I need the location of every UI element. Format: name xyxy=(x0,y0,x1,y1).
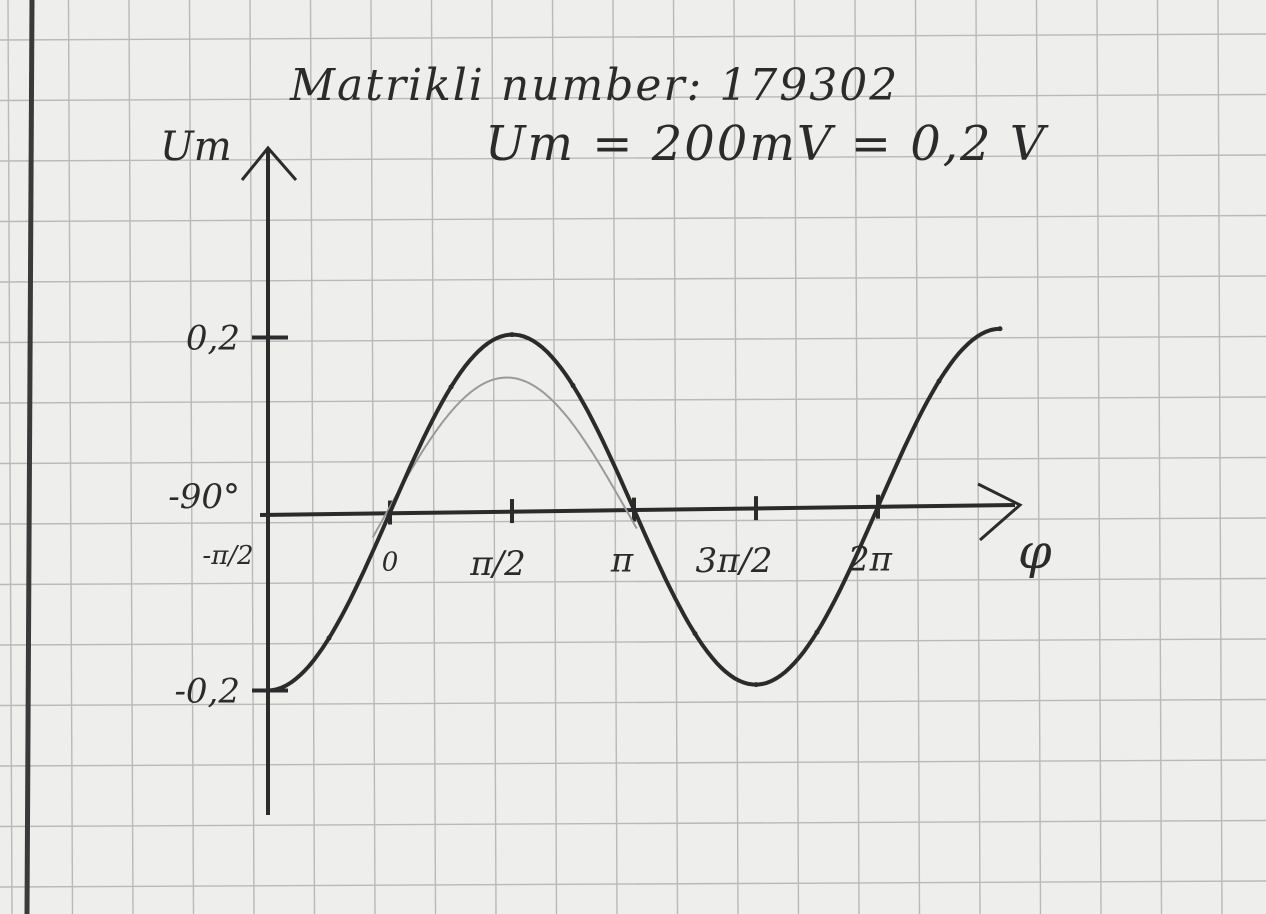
grid-horizontal-line xyxy=(0,638,1266,646)
series-point xyxy=(753,682,759,688)
chart-axes xyxy=(240,145,1023,815)
grid-vertical-line xyxy=(1096,0,1102,914)
matrikli-number-text: Matrikli number: 179302 xyxy=(289,60,899,111)
grid-vertical-line xyxy=(551,0,558,914)
pencil-sketch-curve xyxy=(371,376,638,538)
x-tick-label: 0 xyxy=(382,548,399,578)
x-axis-arrowhead xyxy=(977,482,1023,542)
series-point xyxy=(875,504,881,510)
grid-vertical-line xyxy=(309,0,316,914)
grid-horizontal-line xyxy=(0,759,1266,767)
grid-horizontal-line xyxy=(0,577,1266,586)
series-point xyxy=(692,631,698,637)
grid-horizontal-line xyxy=(0,93,1266,102)
grid-vertical-line xyxy=(672,0,679,914)
grid-horizontal-line xyxy=(0,214,1266,223)
grid-vertical-line xyxy=(491,0,497,914)
grid-vertical-line xyxy=(1217,0,1223,914)
x-tick-label: π xyxy=(610,541,634,581)
series-point xyxy=(997,326,1003,332)
grid-vertical-line xyxy=(249,0,255,914)
series-points xyxy=(265,326,1003,693)
x-tick-label: 3π/2 xyxy=(695,541,772,581)
series-point xyxy=(814,629,820,635)
x-tick-label: -π/2 xyxy=(202,541,253,571)
series-point xyxy=(265,688,271,693)
grid-horizontal-line xyxy=(0,698,1266,707)
grid-horizontal-line xyxy=(0,456,1266,465)
grid-vertical-line xyxy=(733,0,739,914)
series-point xyxy=(936,378,942,384)
grid-vertical-line xyxy=(128,0,134,914)
y-axis-arrowhead xyxy=(240,145,298,181)
grid-horizontal-line xyxy=(0,819,1266,828)
grid-vertical-line xyxy=(188,0,195,914)
y-axis-title: Um xyxy=(160,124,232,170)
grid-horizontal-line xyxy=(0,396,1266,404)
series-point xyxy=(509,332,515,338)
grid-horizontal-line xyxy=(0,275,1266,283)
grid-vertical-line xyxy=(370,0,376,914)
series-point xyxy=(570,383,576,389)
grid-horizontal-line xyxy=(0,880,1266,888)
series-point xyxy=(631,507,637,513)
y-tick-label: 0,2 xyxy=(186,319,240,359)
series-point xyxy=(448,384,454,390)
grid-vertical-line xyxy=(7,0,13,914)
series-point xyxy=(387,510,393,516)
grid-horizontal-line xyxy=(0,335,1266,344)
amplitude-equation-text: Um = 200mV = 0,2 V xyxy=(485,116,1049,172)
x-axis-title: φ xyxy=(1018,524,1052,580)
grid-horizontal-line xyxy=(0,154,1266,162)
series-point xyxy=(326,635,332,641)
grid-vertical-line xyxy=(67,0,74,914)
grid-horizontal-line xyxy=(0,33,1266,41)
y-tick-label: -90° xyxy=(168,477,240,517)
notebook-margin-line xyxy=(24,0,35,914)
y-tick-label: -0,2 xyxy=(174,672,240,712)
grid-vertical-line xyxy=(1156,0,1163,914)
grid-vertical-line xyxy=(612,0,618,914)
x-tick-label: π/2 xyxy=(469,544,525,584)
grid-vertical-line xyxy=(430,0,437,914)
